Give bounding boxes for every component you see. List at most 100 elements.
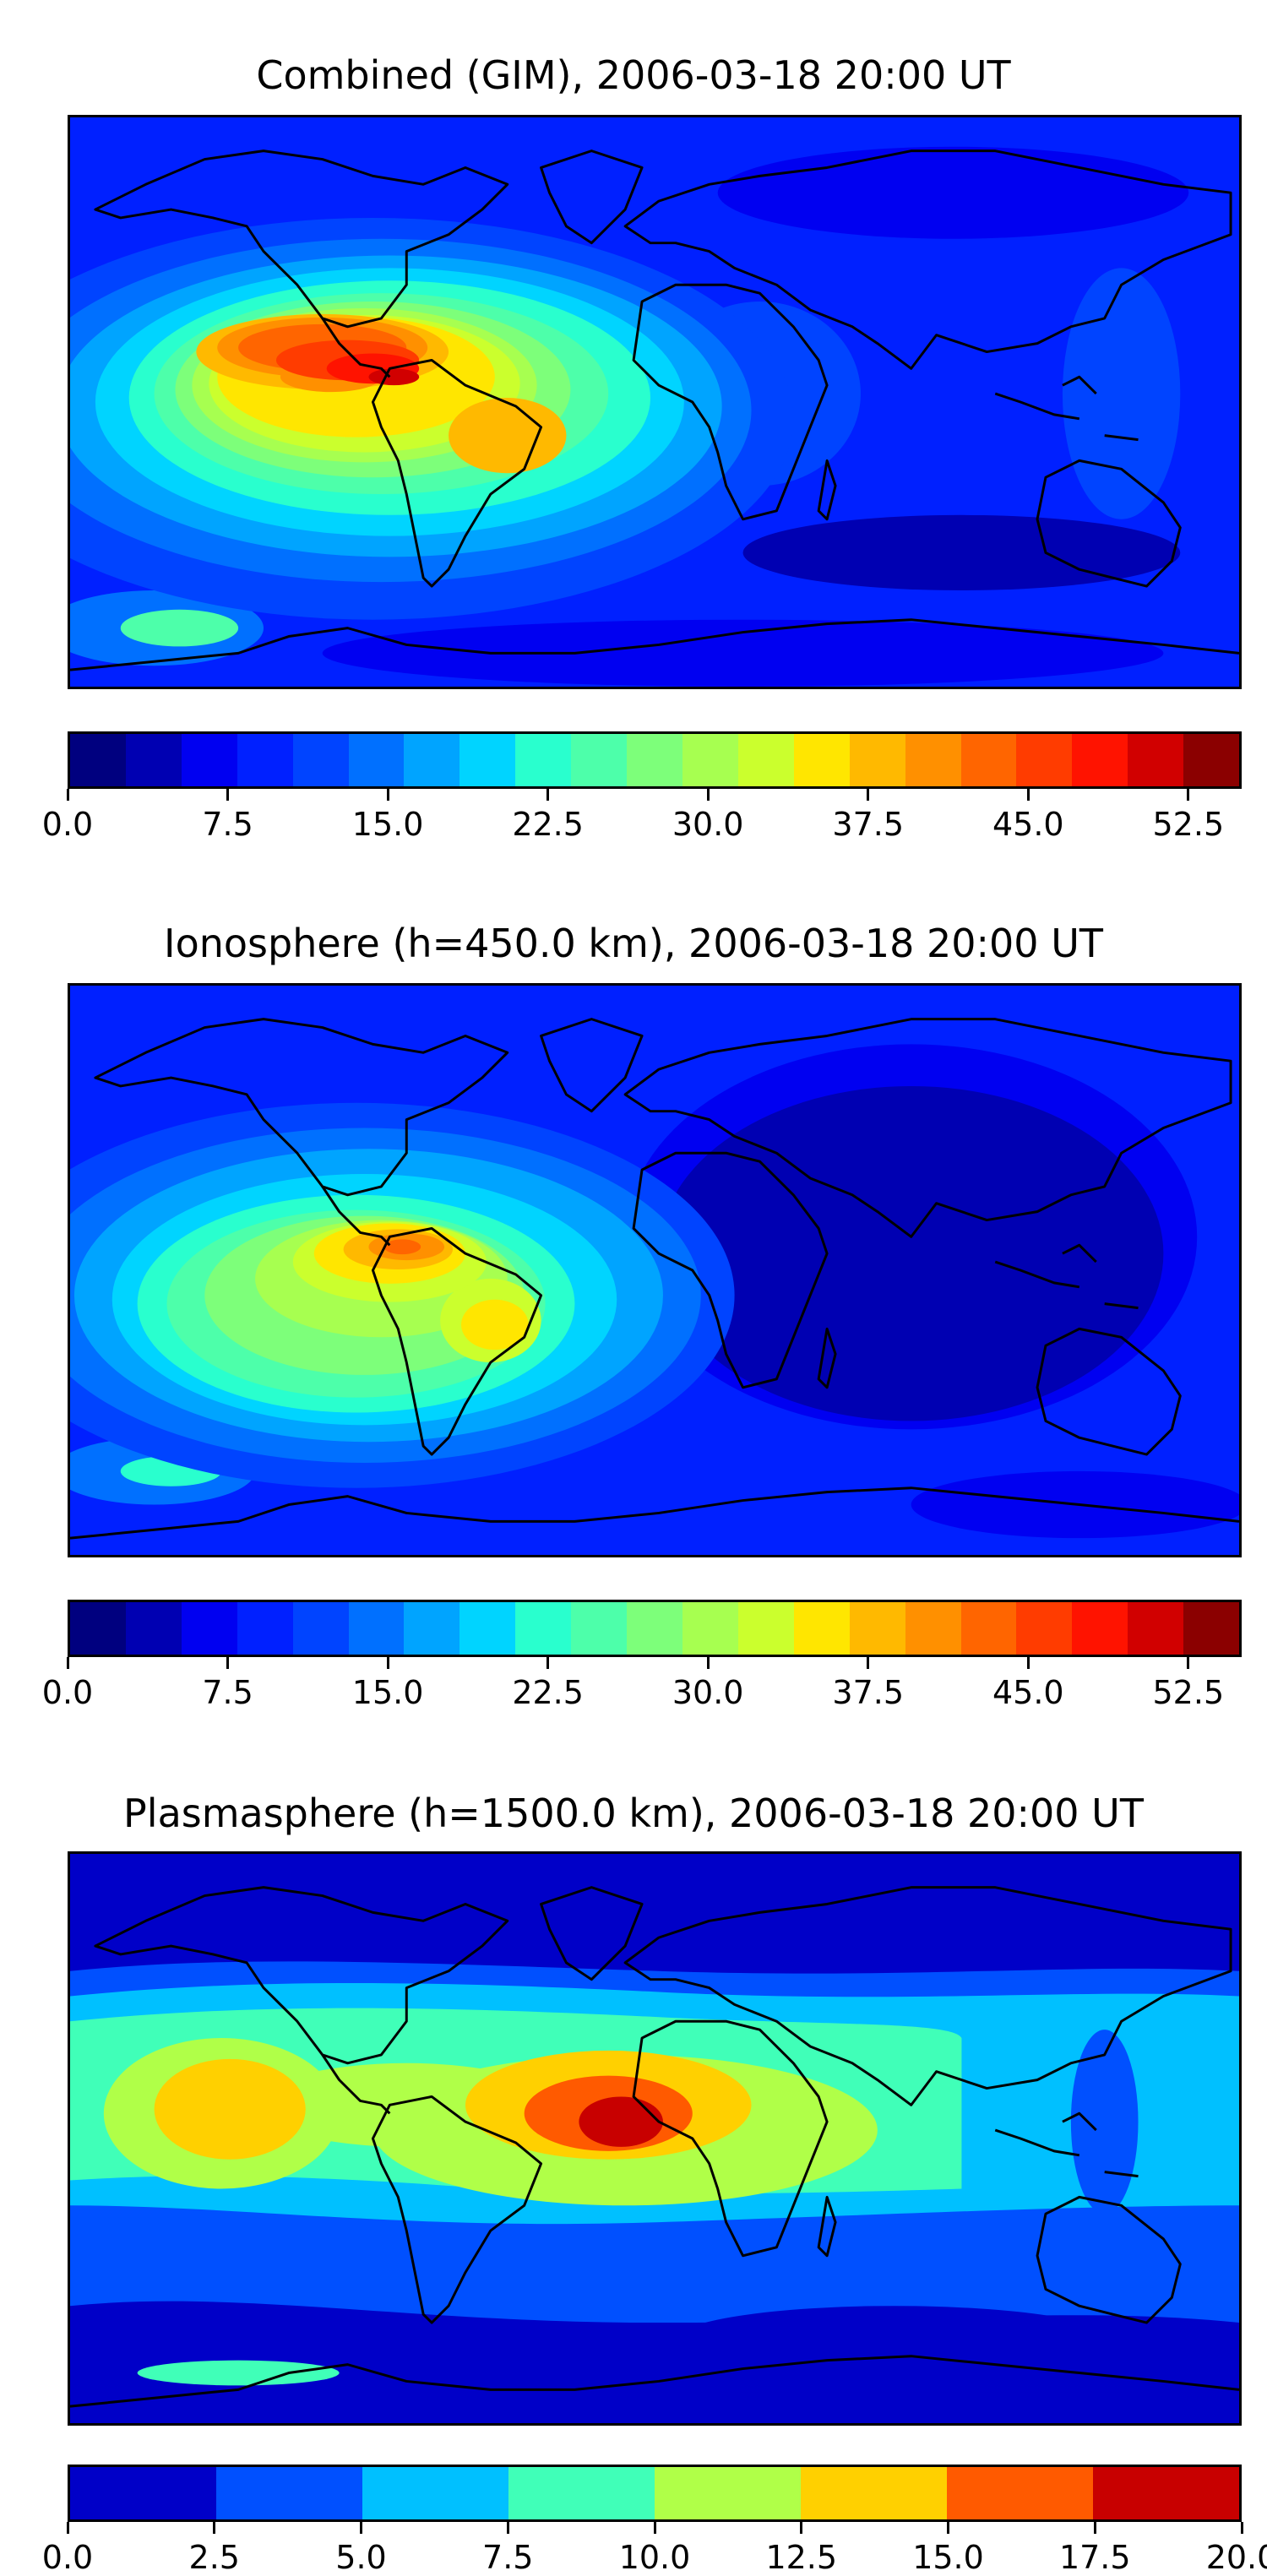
colorbar-swatch bbox=[362, 2467, 508, 2519]
colorbar-swatch bbox=[655, 2467, 801, 2519]
south-america-coast bbox=[371, 2095, 543, 2324]
colorbar-tick-label: 20.0 bbox=[1205, 2539, 1267, 2576]
africa-coast bbox=[632, 1151, 829, 1389]
africa-coast bbox=[632, 2019, 829, 2258]
tec-contour bbox=[460, 1299, 529, 1350]
tec-low-region bbox=[658, 1085, 1164, 1421]
colorbar-swatch bbox=[960, 734, 1017, 786]
tec-low-region bbox=[675, 2306, 1113, 2373]
south-america-coast bbox=[371, 1226, 543, 1456]
colorbar-ticks-combined: 0.0 7.5 15.0 22.5 30.0 37.5 45.0 52.5 bbox=[42, 789, 1242, 843]
colorbar-swatch bbox=[181, 1602, 237, 1655]
colorbar-plasmasphere bbox=[68, 2465, 1242, 2522]
colorbar-tick-label: 22.5 bbox=[512, 1674, 584, 1711]
madagascar-coast bbox=[817, 459, 837, 521]
central-america-coast bbox=[321, 318, 391, 378]
antarctica-coast bbox=[70, 618, 1239, 671]
colorbar-tick-label: 45.0 bbox=[992, 1674, 1064, 1711]
colorbar-swatch bbox=[960, 1602, 1017, 1655]
europe-asia-coast bbox=[623, 1018, 1232, 1238]
colorbar-tick-label: 7.5 bbox=[202, 1674, 253, 1711]
map-ionosphere bbox=[68, 983, 1242, 1557]
colorbar-swatch bbox=[515, 734, 572, 786]
colorbar-tick-label: 45.0 bbox=[992, 806, 1064, 843]
tec-contour bbox=[579, 2096, 663, 2147]
indonesia-coast bbox=[994, 1243, 1139, 1310]
tec-low-region bbox=[137, 2360, 340, 2386]
tec-mid-region bbox=[120, 609, 239, 647]
colorbar-swatch bbox=[682, 734, 738, 786]
colorbar-swatch bbox=[571, 734, 628, 786]
colorbar-swatch bbox=[1016, 734, 1073, 786]
colorbar-swatch bbox=[1072, 734, 1128, 786]
colorbar-tick-label: 0.0 bbox=[41, 1674, 94, 1711]
colorbar-swatch bbox=[292, 734, 349, 786]
map-combined-gim bbox=[68, 115, 1242, 689]
colorbar-ionosphere bbox=[68, 1600, 1242, 1657]
colorbar-tick-label: 30.0 bbox=[672, 1674, 744, 1711]
colorbar-swatch bbox=[348, 734, 405, 786]
tec-low-region bbox=[322, 619, 1164, 687]
colorbar-swatch bbox=[1128, 734, 1184, 786]
colorbar-swatch bbox=[1072, 1602, 1128, 1655]
madagascar-coast bbox=[817, 1327, 837, 1389]
tec-contour bbox=[368, 368, 420, 386]
colorbar-swatch bbox=[348, 1602, 405, 1655]
north-america-coast bbox=[94, 1886, 509, 2065]
colorbar-tick-label: 10.0 bbox=[618, 2539, 691, 2576]
tec-contour bbox=[154, 2058, 306, 2160]
tec-low-region bbox=[742, 514, 1181, 591]
colorbar-tick-label: 52.5 bbox=[1152, 806, 1225, 843]
colorbar-swatch bbox=[181, 734, 237, 786]
colorbar-swatch bbox=[1016, 1602, 1073, 1655]
colorbar-swatch bbox=[70, 2467, 216, 2519]
map-title-ionosphere: Ionosphere (h=450.0 km), 2006-03-18 20:0… bbox=[164, 921, 1103, 966]
colorbar-tick-label: 30.0 bbox=[672, 806, 744, 843]
colorbar-swatch bbox=[947, 2467, 1093, 2519]
tec-contour bbox=[383, 1239, 421, 1255]
colorbar-swatch bbox=[459, 1602, 516, 1655]
colorbar-swatch bbox=[1128, 1602, 1184, 1655]
colorbar-swatch bbox=[404, 1602, 460, 1655]
colorbar-swatch bbox=[737, 1602, 794, 1655]
colorbar-tick-label: 7.5 bbox=[202, 806, 253, 843]
colorbar-swatch bbox=[737, 734, 794, 786]
europe-asia-coast bbox=[623, 1886, 1232, 2106]
colorbar-swatch bbox=[70, 734, 126, 786]
colorbar-swatch bbox=[125, 734, 182, 786]
colorbar-tick-label: 17.5 bbox=[1058, 2539, 1131, 2576]
central-america-coast bbox=[321, 1186, 391, 1247]
europe-asia-coast bbox=[623, 149, 1232, 370]
colorbar-swatch bbox=[1183, 734, 1240, 786]
colorbar-swatch bbox=[793, 1602, 850, 1655]
colorbar-swatch bbox=[1183, 1602, 1240, 1655]
colorbar-tick-label: 0.0 bbox=[41, 2539, 94, 2576]
australia-coast bbox=[1036, 2195, 1182, 2324]
north-america-coast bbox=[94, 1018, 509, 1197]
tec-contour bbox=[449, 398, 567, 474]
colorbar-swatch bbox=[905, 734, 961, 786]
coastlines bbox=[70, 149, 1239, 671]
colorbar-swatch bbox=[801, 2467, 947, 2519]
colorbar-tick-label: 2.5 bbox=[188, 2539, 240, 2576]
colorbar-tick-label: 12.5 bbox=[765, 2539, 838, 2576]
madagascar-coast bbox=[817, 2195, 837, 2258]
colorbar-tick-label: 7.5 bbox=[482, 2539, 534, 2576]
colorbar-tick-label: 22.5 bbox=[512, 806, 584, 843]
coastlines bbox=[70, 1886, 1239, 2408]
colorbar-tick-label: 0.0 bbox=[41, 806, 94, 843]
colorbar-combined bbox=[68, 731, 1242, 789]
north-america-coast bbox=[94, 149, 509, 329]
tec-mid-region bbox=[1062, 268, 1181, 519]
colorbar-swatch bbox=[571, 1602, 628, 1655]
colorbar-swatch bbox=[404, 734, 460, 786]
colorbar-tick-label: 52.5 bbox=[1152, 1674, 1225, 1711]
map-title-combined: Combined (GIM), 2006-03-18 20:00 UT bbox=[256, 52, 1011, 98]
south-america-coast bbox=[371, 358, 543, 588]
colorbar-swatch bbox=[125, 1602, 182, 1655]
colorbar-swatch bbox=[1093, 2467, 1239, 2519]
colorbar-swatch bbox=[849, 1602, 905, 1655]
greenland-coast bbox=[540, 149, 644, 245]
colorbar-tick-label: 15.0 bbox=[351, 1674, 424, 1711]
indonesia-coast bbox=[994, 375, 1139, 442]
